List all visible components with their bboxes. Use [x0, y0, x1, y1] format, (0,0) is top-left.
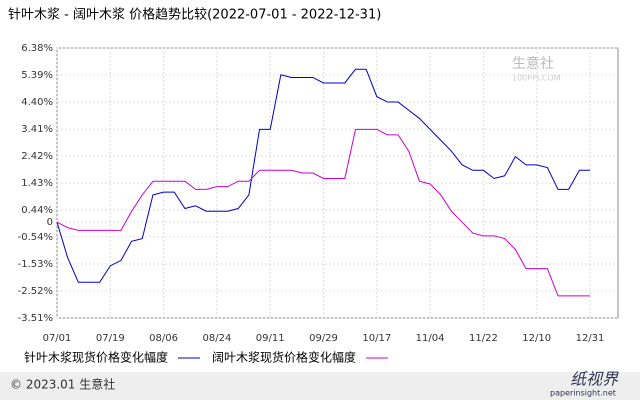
x-tick-label: 12/10 — [522, 333, 551, 344]
y-tick-label: -1.53% — [18, 259, 53, 270]
x-tick-label: 07/19 — [96, 333, 125, 344]
y-tick-label: 0.44% — [21, 205, 53, 216]
legend-label: 阔叶木浆现货价格变化幅度 — [212, 350, 356, 365]
y-tick-label: 6.38% — [21, 43, 53, 54]
y-tick-label: 2.42% — [21, 151, 53, 162]
x-tick-label: 12/31 — [576, 333, 605, 344]
legend-label: 针叶木浆现货价格变化幅度 — [24, 350, 168, 365]
y-tick-label: 0 — [47, 217, 53, 228]
logo-url: paperinsight.net — [550, 389, 616, 398]
y-tick-label: 3.41% — [21, 124, 53, 135]
x-tick-label: 07/01 — [43, 333, 72, 344]
logo: 纸视界 — [570, 370, 619, 389]
y-tick-label: 1.43% — [21, 178, 53, 189]
line — [56, 68, 590, 283]
x-tick-label: 08/24 — [202, 333, 231, 344]
y-tick-label: -2.52% — [18, 286, 53, 297]
x-tick-label: 08/06 — [149, 333, 178, 344]
x-tick-label: 11/04 — [416, 333, 445, 344]
chart-title: 针叶木浆 - 阔叶木浆 价格趋势比较(2022-07-01 - 2022-12-… — [8, 7, 381, 23]
footer: © 2023.01 生意社 — [10, 377, 115, 392]
y-tick-label: 5.39% — [21, 70, 53, 81]
footer-band — [0, 372, 640, 400]
line — [56, 128, 590, 297]
y-tick-label: 4.40% — [21, 97, 53, 108]
x-tick-label: 11/22 — [469, 333, 498, 344]
watermark: 生意社 — [512, 55, 554, 72]
x-tick-label: 09/29 — [309, 333, 338, 344]
y-tick-label: -3.51% — [18, 313, 53, 324]
y-tick-label: -0.54% — [18, 232, 53, 243]
x-tick-label: 10/17 — [362, 333, 391, 344]
x-tick-label: 09/11 — [256, 333, 285, 344]
